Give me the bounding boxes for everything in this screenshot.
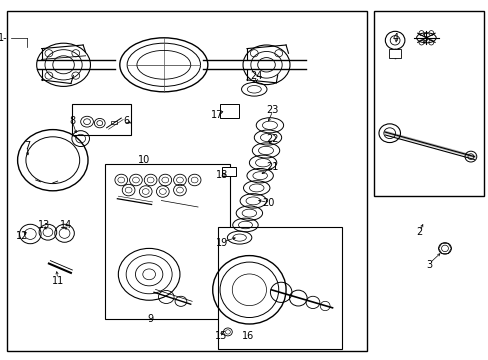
Text: 3: 3 (426, 260, 431, 270)
Text: 1-: 1- (0, 33, 7, 43)
Text: 22: 22 (266, 134, 279, 144)
Text: 6: 6 (123, 116, 129, 126)
Bar (217, 227, 342, 349)
Text: 15: 15 (214, 330, 227, 341)
Bar (105, 164, 229, 319)
Text: 23: 23 (266, 105, 279, 115)
Text: 12: 12 (16, 231, 28, 241)
Bar (72, 104, 131, 135)
Bar (110, 121, 117, 124)
Bar (221, 167, 236, 176)
Text: 4: 4 (392, 33, 398, 43)
Text: 7: 7 (24, 141, 30, 151)
Text: 16: 16 (242, 330, 254, 341)
Text: 18: 18 (216, 170, 228, 180)
Text: 13: 13 (38, 220, 50, 230)
Text: 14: 14 (60, 220, 72, 230)
Text: 20: 20 (261, 198, 274, 208)
Text: 8: 8 (69, 116, 75, 126)
Text: 21: 21 (266, 162, 279, 172)
Text: 19: 19 (216, 238, 228, 248)
Bar (373, 11, 483, 196)
Text: 10: 10 (138, 155, 150, 165)
Bar (220, 104, 238, 118)
Text: 17: 17 (211, 110, 224, 120)
Bar (7, 11, 366, 351)
Text: 5: 5 (422, 33, 427, 43)
Text: 9: 9 (147, 314, 153, 324)
Text: 11: 11 (51, 276, 64, 286)
Bar (388, 49, 401, 58)
Text: 24: 24 (250, 71, 263, 81)
Text: 2: 2 (416, 227, 422, 237)
